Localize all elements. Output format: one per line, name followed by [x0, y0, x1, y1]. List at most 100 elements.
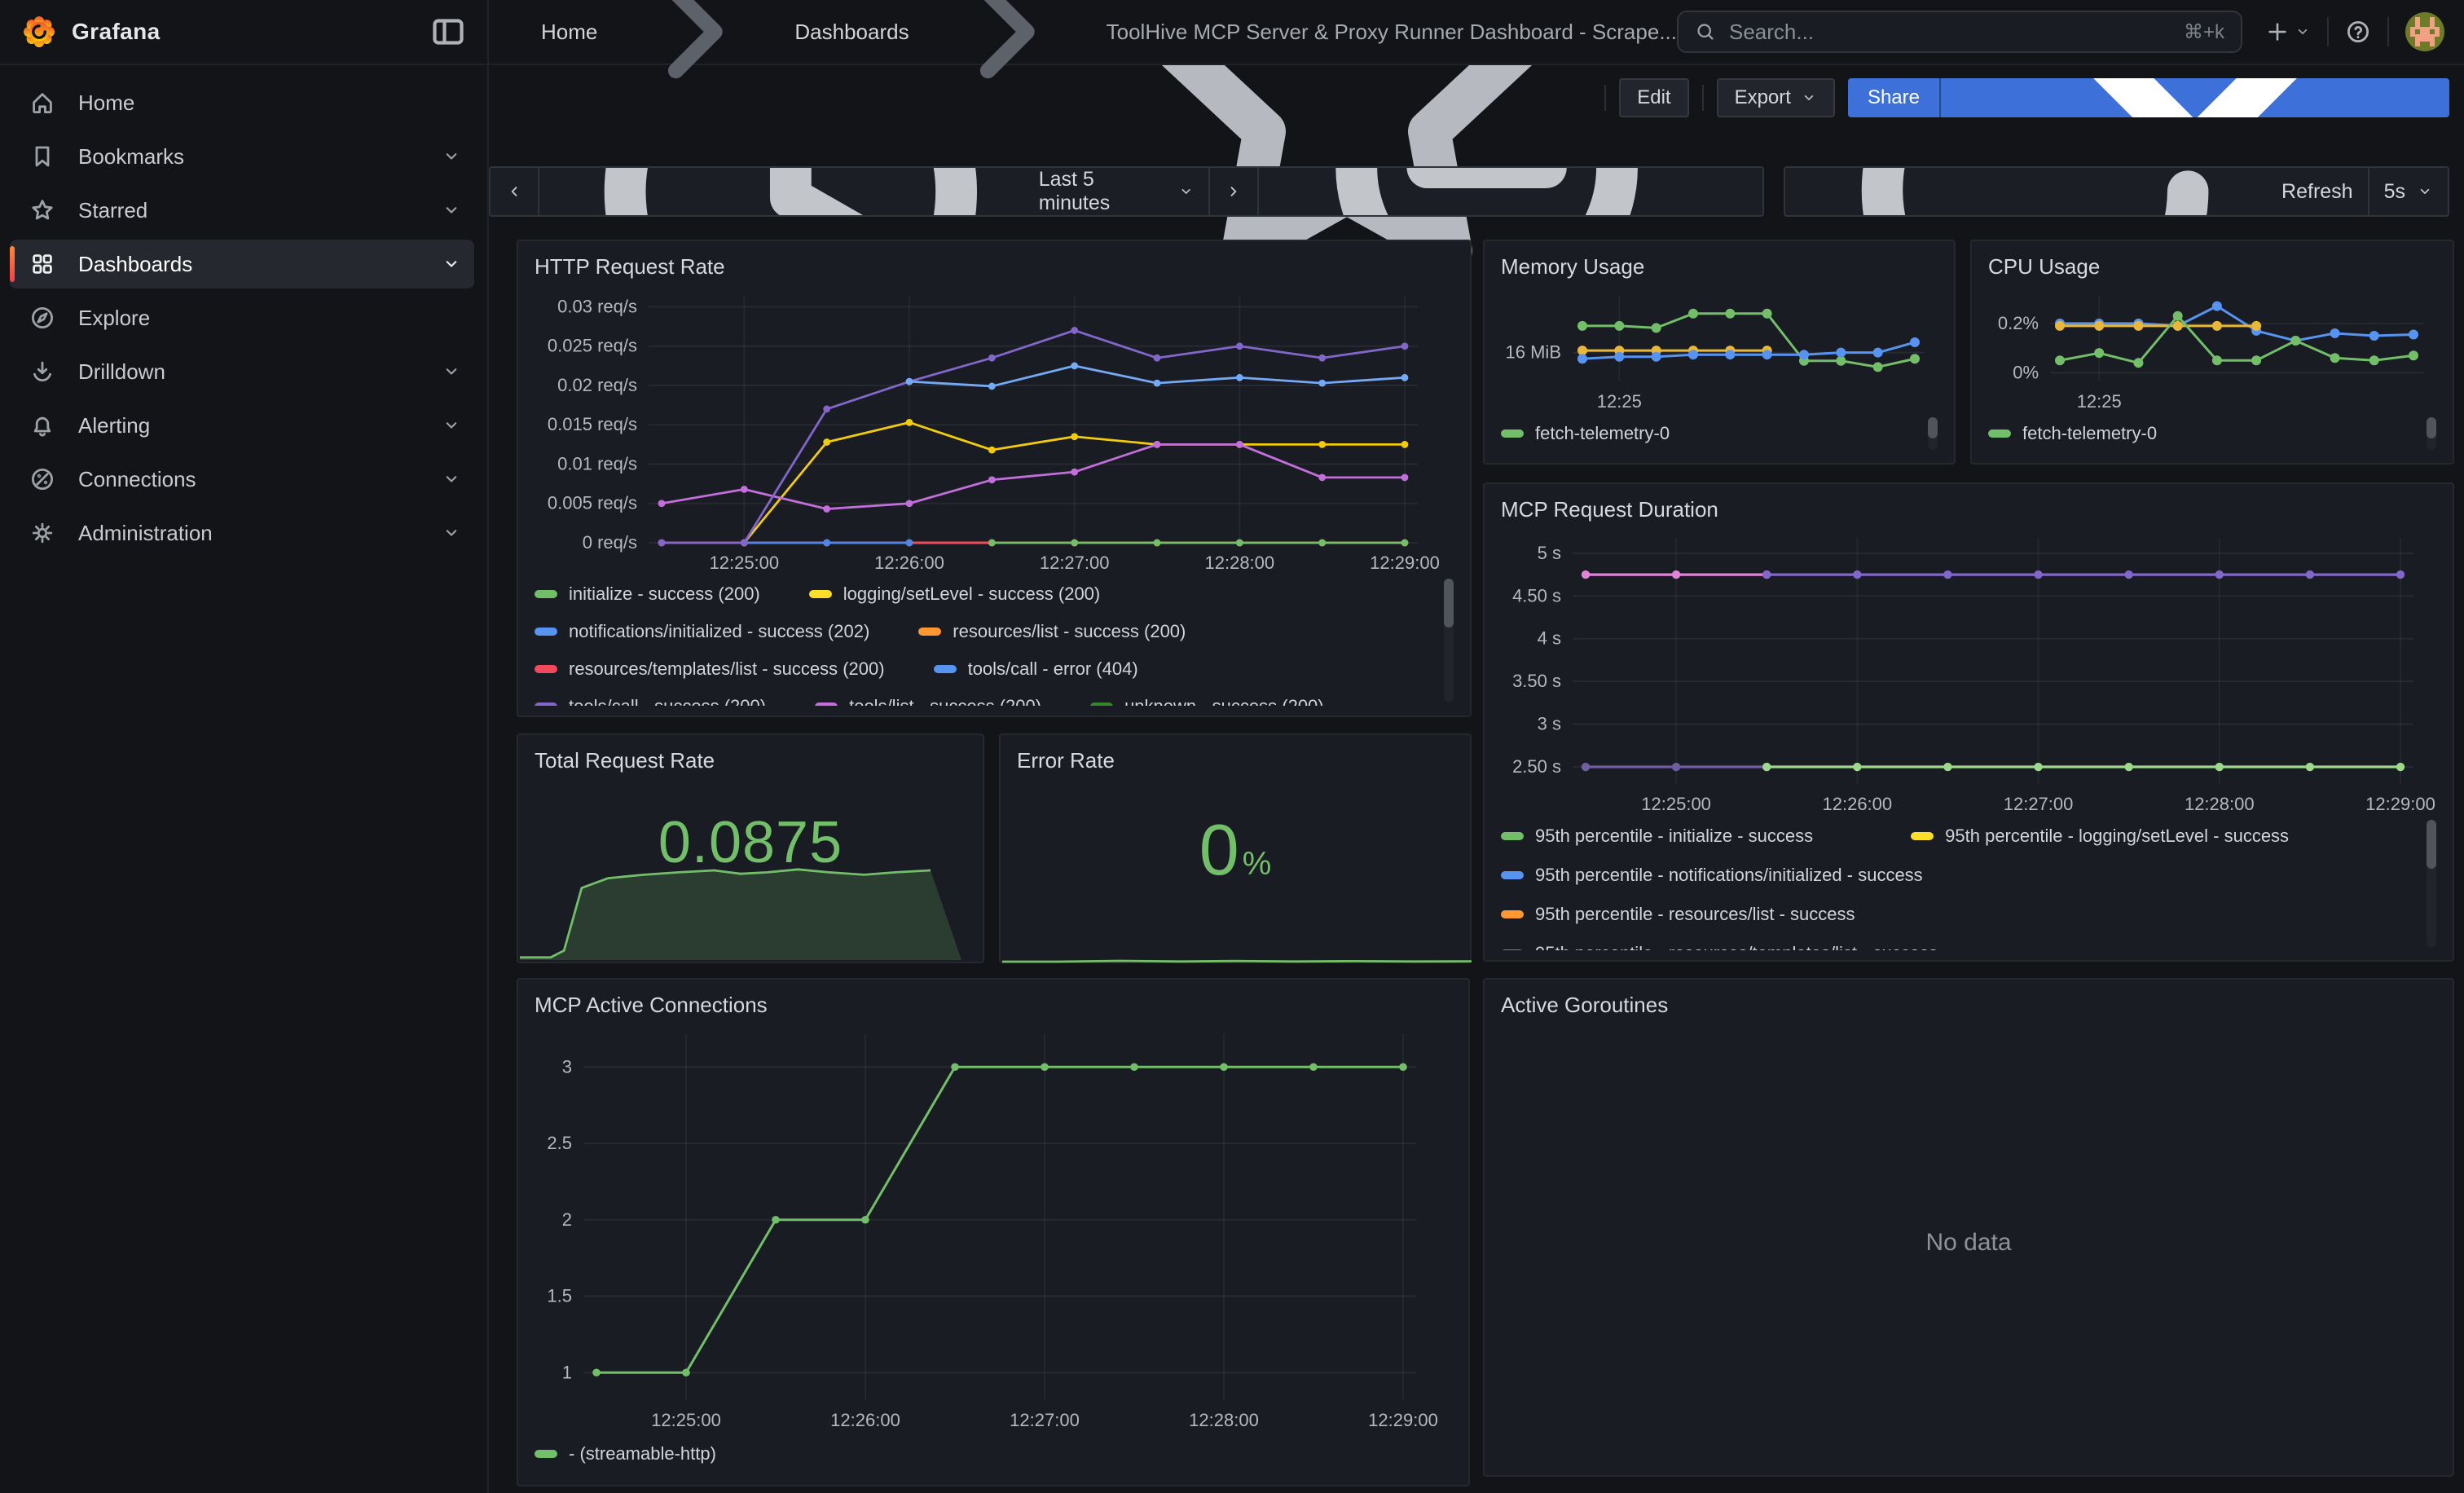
legend-label: 95th percentile - resources/list - succe…	[1535, 904, 1855, 925]
time-range-picker[interactable]: Last 5 minutes	[538, 168, 1208, 215]
svg-text:12:28:00: 12:28:00	[1205, 553, 1275, 573]
legend-item[interactable]: 95th percentile - initialize - success	[1501, 826, 1813, 847]
legend-item[interactable]: 95th percentile - notifications/initiali…	[1501, 865, 1923, 886]
time-controls: Last 5 minutes Refresh 5s	[489, 166, 2449, 217]
legend-scrollbar-thumb[interactable]	[2427, 417, 2436, 438]
legend-item[interactable]: fetch-telemetry-0	[1501, 423, 1670, 444]
chevron-down-icon[interactable]	[442, 469, 461, 489]
legend-item[interactable]: tools/call - error (404)	[934, 658, 1138, 680]
panel-title[interactable]: Memory Usage	[1501, 251, 1938, 282]
time-range-group: Last 5 minutes	[489, 166, 1764, 217]
legend-item[interactable]: - (streamable-http)	[535, 1443, 716, 1464]
legend-label: fetch-telemetry-0	[1535, 423, 1670, 444]
star-icon	[29, 197, 55, 223]
legend-color-pill	[934, 665, 957, 673]
sidebar-item-home[interactable]: Home	[10, 78, 474, 127]
export-button[interactable]: Export	[1717, 78, 1835, 117]
sidebar-item-drilldown[interactable]: Drilldown	[10, 347, 474, 396]
legend-item[interactable]: logging/setLevel - success (200)	[809, 584, 1101, 605]
share-menu-button[interactable]	[1939, 78, 2449, 117]
stat-sparkline	[1002, 940, 1472, 960]
sidebar-item-explore[interactable]: Explore	[10, 293, 474, 342]
chevron-down-icon	[1951, 78, 2440, 117]
brand-area: Grafana	[0, 0, 489, 64]
breadcrumb-home[interactable]: Home	[541, 20, 597, 45]
legend-scrollbar[interactable]	[2427, 820, 2436, 947]
sidebar-item-connections[interactable]: Connections	[10, 455, 474, 504]
http-request-rate-chart[interactable]: 12:25:0012:26:0012:27:0012:28:0012:29:00…	[535, 282, 1454, 575]
legend-item[interactable]: 95th percentile - resources/templates/li…	[1501, 943, 1938, 950]
legend-scrollbar-thumb[interactable]	[2427, 820, 2436, 869]
legend-item[interactable]: resources/list - success (200)	[918, 621, 1186, 642]
svg-text:0.015 req/s: 0.015 req/s	[548, 414, 637, 434]
breadcrumb-dashboards[interactable]: Dashboards	[794, 20, 909, 45]
panel-title[interactable]: Active Goroutines	[1501, 989, 2436, 1020]
svg-text:16 MiB: 16 MiB	[1506, 342, 1561, 363]
zoom-out-button[interactable]	[1257, 168, 1762, 215]
chevron-down-icon	[1801, 90, 1817, 106]
legend-item[interactable]: initialize - success (200)	[535, 584, 760, 605]
search-input[interactable]	[1729, 20, 2184, 45]
panel-title[interactable]: CPU Usage	[1988, 251, 2436, 282]
chevron-down-icon[interactable]	[442, 147, 461, 166]
memory-usage-chart[interactable]: 12:25 16 MiB	[1501, 282, 1938, 414]
grafana-logo-icon[interactable]	[23, 15, 55, 48]
chevron-down-icon[interactable]	[442, 254, 461, 274]
legend-item[interactable]: 95th percentile - logging/setLevel - suc…	[1911, 826, 2289, 847]
panel-title[interactable]: MCP Request Duration	[1501, 494, 2436, 525]
svg-text:0.02 req/s: 0.02 req/s	[557, 375, 637, 395]
svg-text:12:27:00: 12:27:00	[2004, 794, 2074, 814]
legend-label: 95th percentile - resources/templates/li…	[1535, 943, 1938, 950]
mcp-active-connections-chart[interactable]: 12:25:0012:26:0012:27:0012:28:0012:29:00…	[535, 1020, 1452, 1433]
refresh-interval-picker[interactable]: 5s	[2368, 168, 2448, 215]
legend-item[interactable]: fetch-telemetry-0	[1988, 423, 2157, 444]
sidebar-item-label: Dashboards	[78, 252, 192, 277]
breadcrumb: Home Dashboards ToolHive MCP Server & Pr…	[489, 0, 1677, 121]
panel-title[interactable]: MCP Active Connections	[535, 989, 1452, 1020]
top-nav: Grafana Home Dashboards ToolHive MCP Ser…	[0, 0, 2464, 65]
add-new-button[interactable]	[2265, 20, 2311, 44]
panel-title[interactable]: Error Rate	[1017, 745, 1454, 776]
time-shift-forward-button[interactable]	[1208, 168, 1257, 215]
panel-title[interactable]: Total Request Rate	[535, 745, 966, 776]
cpu-usage-chart[interactable]: 12:250%0.2%	[1988, 282, 2436, 414]
refresh-button[interactable]: Refresh	[1785, 168, 2368, 215]
panel-title[interactable]: HTTP Request Rate	[535, 251, 1454, 282]
chevron-down-icon[interactable]	[442, 200, 461, 220]
mcp-request-duration-chart[interactable]: 12:25:0012:26:0012:27:0012:28:0012:29:00…	[1501, 525, 2436, 817]
chart-legend: 95th percentile - initialize - success 95…	[1501, 817, 2436, 950]
sidebar-item-bookmarks[interactable]: Bookmarks	[10, 132, 474, 181]
empty-chart-body: No data	[1501, 1020, 2436, 1465]
legend-scrollbar-thumb[interactable]	[1928, 417, 1938, 438]
legend-item[interactable]: 95th percentile - resources/list - succe…	[1501, 904, 1855, 925]
legend-color-pill	[815, 702, 838, 706]
legend-item[interactable]: notifications/initialized - success (202…	[535, 621, 869, 642]
legend-scrollbar-thumb[interactable]	[1444, 579, 1454, 628]
sidebar-item-starred[interactable]: Starred	[10, 186, 474, 235]
share-button[interactable]: Share	[1848, 78, 1939, 117]
legend-scrollbar[interactable]	[1444, 579, 1454, 702]
legend-item[interactable]: unknown - success (200)	[1090, 696, 1324, 706]
sidebar-item-alerting[interactable]: Alerting	[10, 401, 474, 450]
legend-item[interactable]: tools/list - success (200)	[815, 696, 1041, 706]
sidebar-item-administration[interactable]: Administration	[10, 509, 474, 557]
time-shift-back-button[interactable]	[491, 168, 538, 215]
chevron-down-icon[interactable]	[442, 416, 461, 435]
legend-scrollbar[interactable]	[2427, 417, 2436, 450]
svg-text:12:25: 12:25	[1597, 391, 1642, 412]
search-box[interactable]: ⌘+k	[1677, 11, 2242, 53]
sidebar-item-dashboards[interactable]: Dashboards	[10, 240, 474, 288]
help-button[interactable]	[2345, 19, 2371, 45]
dock-sidebar-icon[interactable]	[429, 12, 468, 51]
chevron-down-icon[interactable]	[442, 523, 461, 543]
legend-item[interactable]: tools/call - success (200)	[535, 696, 766, 706]
user-avatar[interactable]	[2405, 12, 2444, 51]
chevron-down-icon[interactable]	[442, 362, 461, 381]
divider	[2327, 17, 2329, 46]
legend-item[interactable]: resources/templates/list - success (200)	[535, 658, 885, 680]
sidebar-item-label: Alerting	[78, 413, 150, 438]
legend-label: tools/call - error (404)	[968, 658, 1138, 680]
legend-scrollbar[interactable]	[1928, 417, 1938, 450]
sidebar-item-label: Connections	[78, 467, 196, 492]
svg-text:3: 3	[562, 1056, 572, 1077]
